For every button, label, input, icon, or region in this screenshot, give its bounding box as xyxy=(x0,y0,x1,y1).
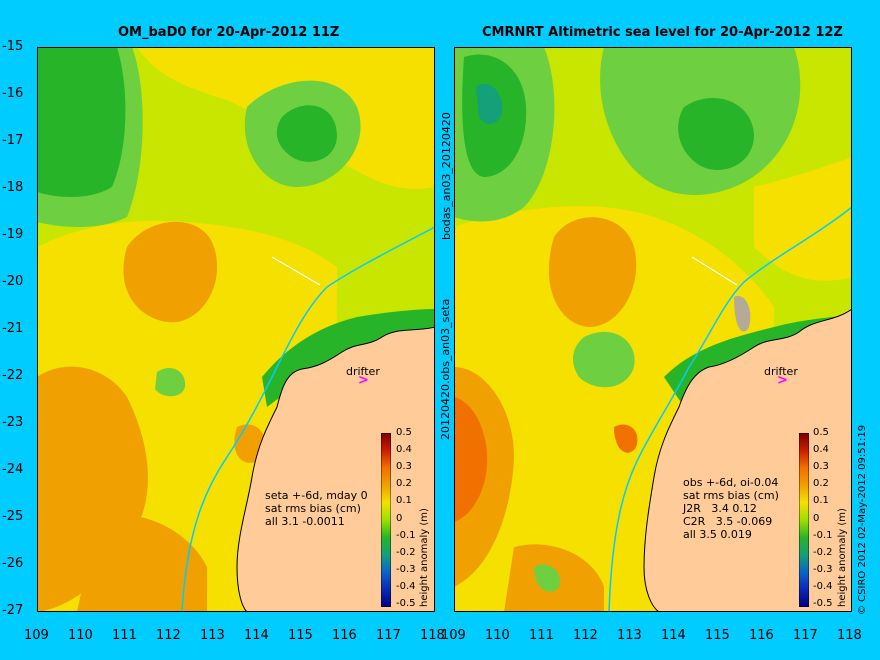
lon-tick: 110 xyxy=(68,628,93,643)
right-colorbar xyxy=(799,433,809,607)
left-lat-axis: -15 -16 -17 -18 -19 -20 -21 -22 -23 -24 … xyxy=(0,39,34,619)
green-region-n-dark xyxy=(276,105,337,162)
lon-tick: 112 xyxy=(573,628,598,643)
lon-tick: 114 xyxy=(661,628,686,643)
left-cb-tick: 0.3 xyxy=(396,461,412,472)
lat-tick: -22 xyxy=(2,368,24,383)
lon-tick: 109 xyxy=(441,628,466,643)
lat-tick: -18 xyxy=(2,180,24,195)
lat-tick: -25 xyxy=(2,509,24,524)
orange-region-west-dark xyxy=(454,397,488,522)
lon-tick: 116 xyxy=(749,628,774,643)
shallow-mask xyxy=(734,296,751,332)
lon-tick: 113 xyxy=(200,628,225,643)
left-cb-tick: 0.4 xyxy=(396,444,412,455)
left-cb-tick: -0.1 xyxy=(396,530,416,541)
green-spot xyxy=(572,331,635,388)
green-region-nw-dark xyxy=(37,47,126,197)
left-colorbar xyxy=(381,433,391,607)
left-colorbar-fill xyxy=(381,433,391,607)
right-cb-tick: 0.5 xyxy=(813,427,829,438)
left-cb-tick: -0.5 xyxy=(396,598,416,609)
right-map xyxy=(454,47,852,612)
left-cb-tick: -0.2 xyxy=(396,547,416,558)
lon-tick: 112 xyxy=(156,628,181,643)
lon-tick: 114 xyxy=(244,628,269,643)
right-cb-tick: 0.3 xyxy=(813,461,829,472)
lon-tick: 118 xyxy=(837,628,862,643)
lon-tick: 117 xyxy=(376,628,401,643)
lat-tick: -26 xyxy=(2,556,24,571)
right-panel-title: CMRNRT Altimetric sea level for 20-Apr-2… xyxy=(482,25,843,40)
left-panel-title: OM_baD0 for 20-Apr-2012 11Z xyxy=(118,25,340,40)
left-lon-axis: 109 110 111 112 113 114 115 116 117 118 xyxy=(20,628,445,646)
left-stats-note: seta +-6d, mday 0 sat rms bias (cm) all … xyxy=(265,489,368,528)
left-cb-tick: 0.2 xyxy=(396,478,412,489)
lat-tick: -23 xyxy=(2,415,24,430)
right-cb-tick: 0.1 xyxy=(813,495,829,506)
left-cb-tick: 0.5 xyxy=(396,427,412,438)
lat-tick: -24 xyxy=(2,462,24,477)
right-map-frame xyxy=(454,47,852,612)
lat-tick: -21 xyxy=(2,321,24,336)
right-drifter-marker: > xyxy=(777,373,788,388)
right-cb-tick: -0.1 xyxy=(813,530,833,541)
left-colorbar-ticks: 0.5 0.4 0.3 0.2 0.1 0 -0.1 -0.2 -0.3 -0.… xyxy=(396,427,436,617)
right-cb-tick: -0.4 xyxy=(813,581,833,592)
left-colorbar-label: height anomaly (m) xyxy=(419,508,430,607)
right-cb-tick: 0 xyxy=(813,513,820,524)
left-cb-tick: 0.1 xyxy=(396,495,412,506)
green-region-n-dark xyxy=(678,98,754,170)
left-cb-tick: 0 xyxy=(396,513,403,524)
orange-blob xyxy=(123,221,218,323)
right-colorbar-ticks: 0.5 0.4 0.3 0.2 0.1 0 -0.1 -0.2 -0.3 -0.… xyxy=(813,427,853,617)
lon-tick: 116 xyxy=(332,628,357,643)
lat-tick: -15 xyxy=(2,39,24,54)
cyan-green-spot xyxy=(476,83,503,124)
warm-region-east xyxy=(754,157,852,281)
right-cb-tick: -0.5 xyxy=(813,598,833,609)
orange-blob xyxy=(548,217,637,327)
right-side-label: 20120420.obs_an03_seta xyxy=(439,298,452,440)
left-side-label: bodas_an03_20120420 xyxy=(440,112,453,240)
lon-tick: 115 xyxy=(705,628,730,643)
lon-tick: 113 xyxy=(617,628,642,643)
contour-line xyxy=(608,206,852,612)
left-drifter-marker: > xyxy=(358,373,369,388)
orange-spot xyxy=(614,424,638,453)
green-spot-sw xyxy=(534,564,560,592)
lat-tick: -17 xyxy=(2,133,24,148)
right-cb-tick: -0.3 xyxy=(813,564,833,575)
left-cb-tick: -0.4 xyxy=(396,581,416,592)
left-cb-tick: -0.3 xyxy=(396,564,416,575)
right-cb-tick: 0.4 xyxy=(813,444,829,455)
left-map xyxy=(37,47,435,612)
right-colorbar-fill xyxy=(799,433,809,607)
lat-tick: -20 xyxy=(2,274,24,289)
contour-line xyxy=(181,226,435,612)
left-map-frame xyxy=(37,47,435,612)
left-drifter-label: drifter xyxy=(346,365,380,378)
lon-tick: 109 xyxy=(24,628,49,643)
lat-tick: -16 xyxy=(2,86,24,101)
right-cb-tick: -0.2 xyxy=(813,547,833,558)
lon-tick: 118 xyxy=(420,628,445,643)
right-colorbar-label: height anomaly (m) xyxy=(837,508,848,607)
credit-label: © CSIRO 2012 02-May-2012 09:51:19 xyxy=(857,424,868,615)
transect-line xyxy=(271,256,321,286)
right-stats-note: obs +-6d, oi-0.04 sat rms bias (cm) J2R … xyxy=(683,476,779,541)
orange-region-south xyxy=(77,514,207,612)
right-lon-axis: 109 110 111 112 113 114 115 116 117 118 xyxy=(437,628,867,646)
right-drifter-label: drifter xyxy=(764,365,798,378)
transect-line xyxy=(691,256,738,286)
right-cb-tick: 0.2 xyxy=(813,478,829,489)
lat-tick: -19 xyxy=(2,227,24,242)
lon-tick: 111 xyxy=(529,628,554,643)
lon-tick: 117 xyxy=(793,628,818,643)
lon-tick: 115 xyxy=(288,628,313,643)
green-spot xyxy=(155,367,186,397)
lon-tick: 110 xyxy=(485,628,510,643)
lon-tick: 111 xyxy=(112,628,137,643)
lat-tick: -27 xyxy=(2,603,24,618)
